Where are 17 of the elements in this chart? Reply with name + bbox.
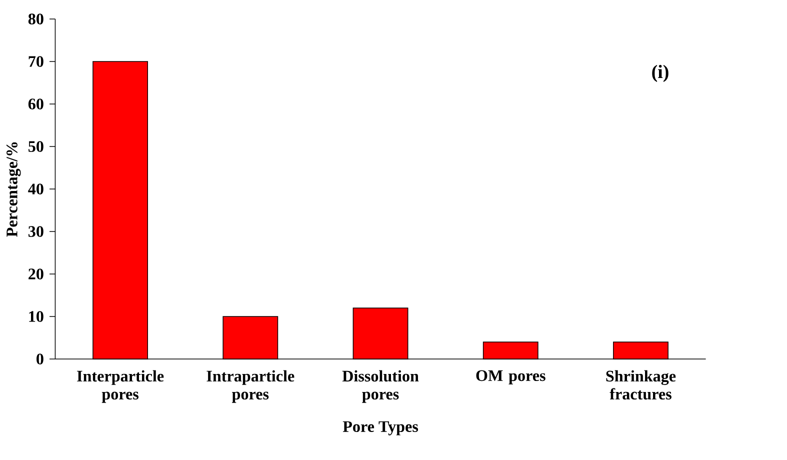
y-axis-title: Percentage/% xyxy=(6,142,21,237)
y-tick-label: 0 xyxy=(36,354,44,365)
x-axis-title: Pore Types xyxy=(342,421,418,436)
y-tick-label: 60 xyxy=(28,98,44,110)
y-tick-label: 70 xyxy=(28,56,44,68)
x-tick-label: Shrinkage fractures xyxy=(606,370,676,400)
y-tick-label: 10 xyxy=(29,311,44,322)
annotation: (i) xyxy=(652,64,668,82)
y-tick-label: 50 xyxy=(28,141,44,152)
x-tick-label: Dissolution pores xyxy=(342,370,419,403)
x-tick-label: Interparticle pores xyxy=(77,370,164,403)
y-tick-label: 30 xyxy=(28,226,44,238)
x-tick-label: OM pores xyxy=(476,370,546,384)
y-tick-label: 80 xyxy=(28,14,44,25)
y-tick-label: 20 xyxy=(28,268,44,280)
y-tick-label: 40 xyxy=(28,184,44,195)
x-tick-label: Intraparticle pores xyxy=(206,370,294,403)
